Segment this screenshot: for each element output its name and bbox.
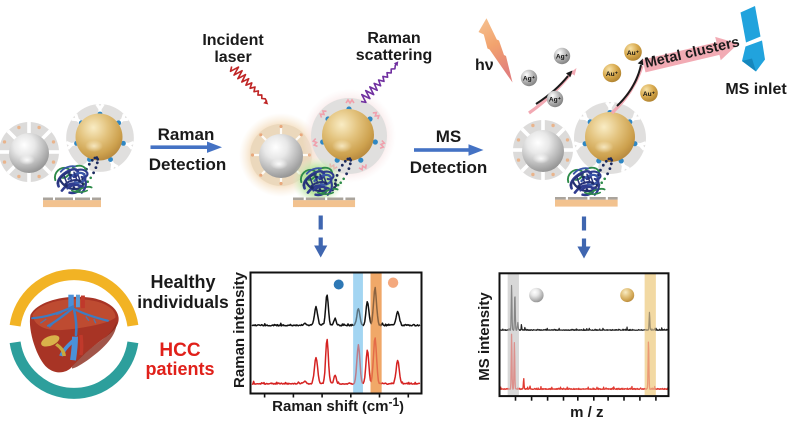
svg-text:MS intensity: MS intensity — [476, 292, 493, 381]
svg-text:m / z: m / z — [570, 404, 603, 421]
svg-text:Raman: Raman — [158, 125, 215, 144]
svg-text:scattering: scattering — [356, 47, 432, 64]
svg-text:laser: laser — [214, 49, 251, 66]
svg-text:MS inlet: MS inlet — [725, 81, 787, 98]
svg-text:HCC: HCC — [159, 340, 200, 361]
svg-text:Au⁺: Au⁺ — [643, 91, 656, 98]
svg-text:Detection: Detection — [149, 155, 226, 174]
svg-text:Incident: Incident — [202, 32, 264, 49]
svg-text:Ag⁺: Ag⁺ — [549, 97, 562, 104]
svg-text:Au⁺: Au⁺ — [606, 71, 619, 78]
svg-text:MS: MS — [436, 127, 462, 146]
svg-text:Raman: Raman — [367, 30, 420, 47]
svg-text:Ag⁺: Ag⁺ — [523, 76, 536, 83]
svg-text:hν: hν — [475, 57, 494, 74]
svg-text:individuals: individuals — [137, 292, 229, 312]
svg-text:Detection: Detection — [410, 158, 487, 177]
svg-text:Au⁺: Au⁺ — [627, 50, 640, 57]
svg-text:Raman shift (cm-1): Raman shift (cm-1) — [272, 395, 404, 415]
svg-text:Raman intensity: Raman intensity — [231, 271, 248, 388]
svg-text:Healthy: Healthy — [150, 272, 215, 292]
svg-text:Ag⁺: Ag⁺ — [556, 54, 569, 61]
svg-text:Metal clusters: Metal clusters — [643, 34, 741, 71]
svg-text:patients: patients — [145, 359, 214, 379]
